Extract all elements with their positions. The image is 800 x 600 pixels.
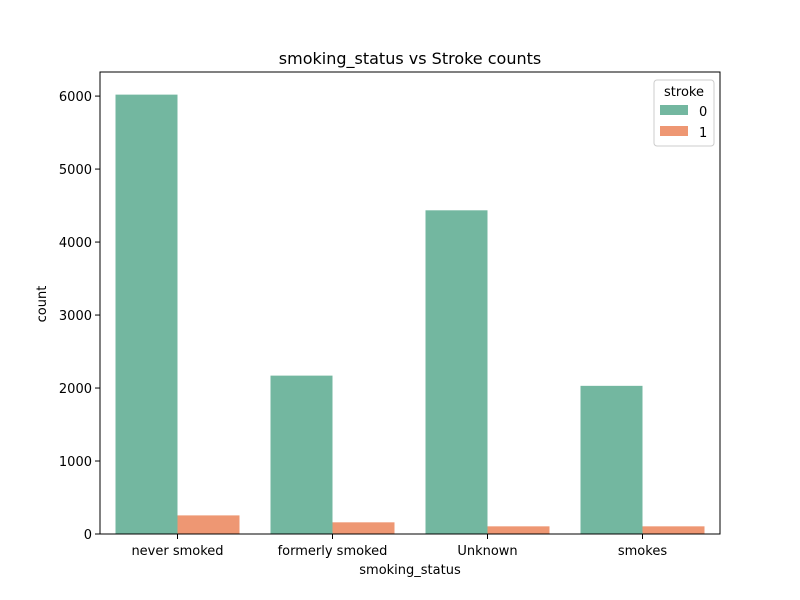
y-tick-label: 3000 [59,309,92,324]
axes-frame [99,71,721,535]
y-tick-label: 0 [84,528,92,543]
chart-title: smoking_status vs Stroke counts [279,49,541,69]
legend-swatch-1 [660,126,688,136]
bar-formerly-smoked-stroke-0 [270,375,333,534]
legend: stroke 0 1 [653,79,715,147]
bar-unknown-stroke-0 [425,210,488,535]
y-tick-label: 4000 [59,236,92,251]
bar-smokes-stroke-1 [642,526,705,534]
x-tick-label: formerly smoked [278,544,388,559]
bar-unknown-stroke-1 [487,526,550,534]
legend-label-0: 0 [699,105,707,120]
y-axis: 0 1000 2000 3000 4000 5000 6000 [59,90,100,543]
x-axis: never smoked formerly smoked Unknown smokes [131,534,667,559]
plot-area [99,71,721,535]
y-axis-label: count [35,286,50,323]
bar-never-smoked-stroke-0 [115,94,178,534]
legend-swatch-0 [660,105,688,115]
x-tick-label: smokes [618,544,667,559]
legend-label-1: 1 [699,126,707,141]
bar-smokes-stroke-0 [580,385,643,534]
y-tick-label: 1000 [59,455,92,470]
bar-never-smoked-stroke-1 [177,515,240,534]
x-axis-label: smoking_status [359,563,461,578]
y-tick-label: 6000 [59,90,92,105]
x-tick-label: Unknown [457,544,517,559]
y-tick-label: 5000 [59,163,92,178]
y-tick-label: 2000 [59,382,92,397]
bar-formerly-smoked-stroke-1 [332,522,395,534]
legend-title: stroke [664,85,704,100]
x-tick-label: never smoked [131,544,223,559]
